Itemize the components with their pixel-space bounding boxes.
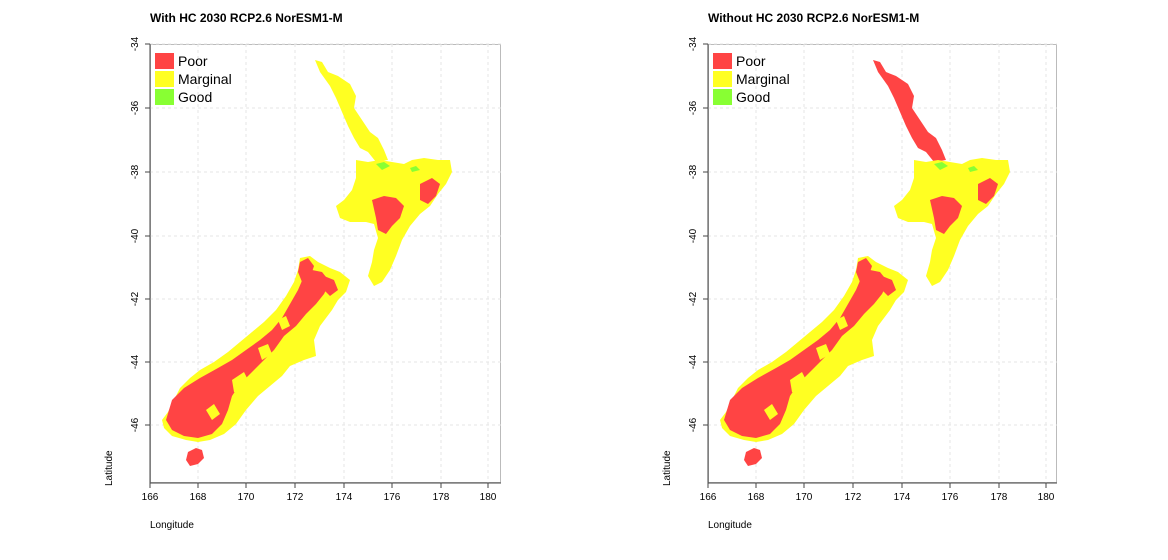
y-axis: -34 -36 -38 -40 -42 -44 -46 <box>688 36 709 483</box>
south-island-marginal <box>790 372 808 394</box>
south-island-poor <box>882 276 896 296</box>
legend-label: Marginal <box>178 71 232 87</box>
south-island-marginal <box>258 344 272 360</box>
x-tick-label: 180 <box>480 492 497 503</box>
suitability-map <box>720 60 1010 466</box>
y-tick-label: -36 <box>688 100 699 115</box>
south-island-poor <box>298 258 314 282</box>
x-tick-label: 172 <box>845 492 862 503</box>
y-tick-label: -46 <box>130 417 141 432</box>
south-island-poor <box>324 276 338 296</box>
legend-swatch <box>155 53 174 69</box>
south-island-marginal <box>836 316 848 330</box>
legend-swatch <box>155 71 174 87</box>
x-axis-label: Longitude <box>150 520 194 531</box>
good-area <box>376 162 390 170</box>
y-tick-label: -38 <box>130 164 141 179</box>
south-island-marginal <box>816 344 830 360</box>
x-axis: 166 168 170 172 174 176 178 180 <box>142 482 501 503</box>
y-tick-label: -34 <box>130 36 141 51</box>
x-tick-label: 176 <box>384 492 401 503</box>
x-tick-label: 174 <box>894 492 911 503</box>
south-island-poor <box>166 270 330 438</box>
y-tick-label: -44 <box>130 354 141 369</box>
y-tick-label: -40 <box>688 228 699 243</box>
x-tick-label: 178 <box>991 492 1008 503</box>
legend: Poor Marginal Good <box>155 53 232 105</box>
stewart-island <box>744 448 762 466</box>
x-tick-label: 180 <box>1038 492 1055 503</box>
y-tick-label: -42 <box>130 291 141 306</box>
y-tick-label: -42 <box>688 291 699 306</box>
south-island-marginal <box>206 404 220 420</box>
x-tick-label: 170 <box>796 492 813 503</box>
map-panel-with-hc: With HC 2030 RCP2.6 NorESM1-M 166 168 170 1… <box>0 0 560 560</box>
south-island-poor <box>856 258 872 282</box>
east-cape-poor <box>978 178 998 204</box>
legend-label: Poor <box>736 53 766 69</box>
y-tick-label: -34 <box>688 36 699 51</box>
x-tick-label: 170 <box>238 492 255 503</box>
y-axis-label: Latitude <box>662 450 673 486</box>
good-area <box>934 162 948 170</box>
south-island-poor <box>724 270 888 438</box>
y-tick-label: -44 <box>688 354 699 369</box>
east-cape-poor <box>420 178 440 204</box>
northland-region <box>873 60 946 162</box>
map-svg: 166 168 170 172 174 176 178 180-34-36-38-40-42-… <box>688 36 1057 503</box>
legend-swatch <box>155 89 174 105</box>
y-tick-label: -38 <box>688 164 699 179</box>
legend-label: Good <box>178 89 212 105</box>
x-tick-label: 168 <box>190 492 207 503</box>
y-tick-label: -36 <box>130 100 141 115</box>
x-axis: 166 168 170 172 174 176 178 180 <box>700 482 1057 503</box>
y-tick-label: -40 <box>130 228 141 243</box>
panel-title: Without HC 2030 RCP2.6 NorESM1-M <box>708 11 920 25</box>
x-tick-label: 168 <box>748 492 765 503</box>
x-tick-label: 174 <box>336 492 353 503</box>
suitability-map <box>162 60 452 466</box>
northland-region <box>315 60 388 162</box>
y-axis-label: Latitude <box>104 450 115 486</box>
legend-swatch <box>713 53 732 69</box>
legend-label: Poor <box>178 53 208 69</box>
central-plateau-poor <box>930 196 962 234</box>
good-area <box>410 166 420 172</box>
legend-label: Marginal <box>736 71 790 87</box>
good-area <box>968 166 978 172</box>
legend-swatch <box>713 71 732 87</box>
y-tick-label: -46 <box>688 417 699 432</box>
legend-swatch <box>713 89 732 105</box>
y-axis: -34 -36 -38 -40 -42 -44 -46 <box>130 36 151 483</box>
legend-label: Good <box>736 89 770 105</box>
south-island-marginal <box>764 404 778 420</box>
south-island-marginal <box>232 372 250 394</box>
south-island-marginal <box>278 316 290 330</box>
x-tick-label: 166 <box>142 492 159 503</box>
x-tick-label: 166 <box>700 492 717 503</box>
legend: Poor Marginal Good <box>713 53 790 105</box>
map-svg: 166 168 170 172 174 176 178 180-34-36-38-40-42-… <box>130 36 501 503</box>
x-axis-label: Longitude <box>708 520 752 531</box>
stewart-island <box>186 448 204 466</box>
x-tick-label: 178 <box>433 492 450 503</box>
map-panel-without-hc: Without HC 2030 RCP2.6 NorESM1-M 166 168 1… <box>558 0 1118 560</box>
x-tick-label: 172 <box>287 492 304 503</box>
x-tick-label: 176 <box>942 492 959 503</box>
panel-title: With HC 2030 RCP2.6 NorESM1-M <box>150 11 343 25</box>
central-plateau-poor <box>372 196 404 234</box>
